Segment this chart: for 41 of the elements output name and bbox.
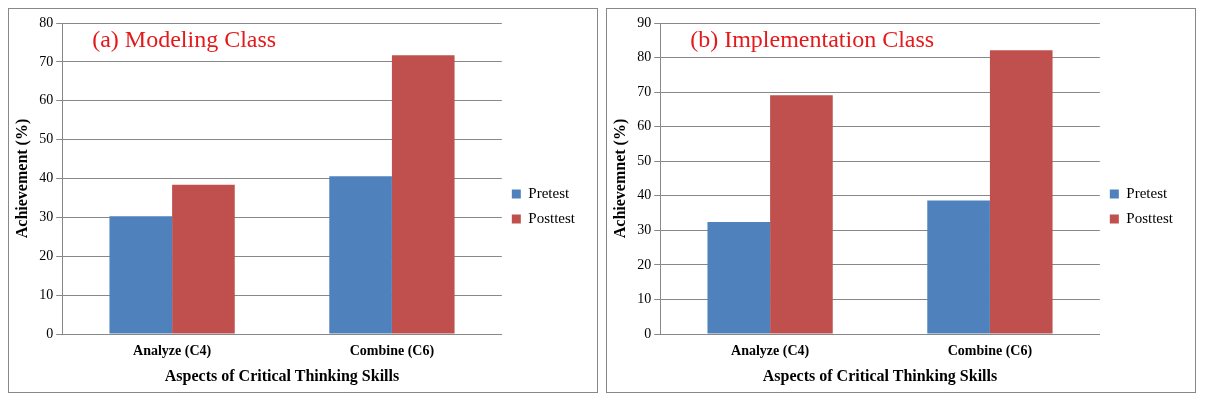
legend-label: Posttest xyxy=(528,209,576,226)
legend-label: Posttest xyxy=(1126,209,1174,226)
x-axis-title: Aspects of Critical Thinking Skills xyxy=(762,366,998,385)
y-tick-label: 40 xyxy=(39,170,54,186)
chart-title: (a) Modeling Class xyxy=(92,26,277,53)
y-tick-label: 40 xyxy=(637,187,652,203)
y-tick-label: 70 xyxy=(637,83,652,99)
bar xyxy=(391,55,455,334)
y-tick-label: 60 xyxy=(39,92,54,108)
y-tick-label: 0 xyxy=(46,325,54,341)
y-tick-label: 80 xyxy=(637,49,652,65)
x-tick-label: Analyze (C4) xyxy=(731,343,810,360)
y-tick-label: 20 xyxy=(39,247,54,263)
y-tick-label: 10 xyxy=(637,291,652,307)
bar xyxy=(172,184,235,334)
y-tick-label: 50 xyxy=(637,152,652,168)
y-tick-label: 30 xyxy=(39,209,54,225)
legend-label: Pretest xyxy=(528,184,570,201)
y-tick-label: 10 xyxy=(39,286,54,302)
y-axis-title: Achievement (%) xyxy=(12,118,31,239)
y-tick-label: 60 xyxy=(637,118,652,134)
x-axis-title: Aspects of Critical Thinking Skills xyxy=(164,366,400,385)
y-tick-label: 0 xyxy=(644,325,652,341)
y-axis-title: Achievemnet (%) xyxy=(610,118,629,239)
y-tick-label: 50 xyxy=(39,131,54,147)
y-tick-label: 20 xyxy=(637,256,652,272)
y-tick-label: 90 xyxy=(637,14,652,30)
bar xyxy=(109,216,173,334)
chart-title: (b) Implementation Class xyxy=(690,26,935,53)
x-tick-label: Analyze (C4) xyxy=(133,343,212,360)
bar xyxy=(329,176,392,334)
x-tick-label: Combine (C6) xyxy=(947,343,1033,360)
y-tick-label: 80 xyxy=(39,14,54,30)
legend-label: Pretest xyxy=(1126,184,1168,201)
y-tick-label: 70 xyxy=(39,53,54,69)
bar xyxy=(707,222,771,334)
bar xyxy=(927,200,990,334)
x-tick-label: Combine (C6) xyxy=(349,343,435,360)
y-tick-label: 30 xyxy=(637,222,652,238)
bar xyxy=(770,95,833,334)
bar xyxy=(989,50,1053,334)
